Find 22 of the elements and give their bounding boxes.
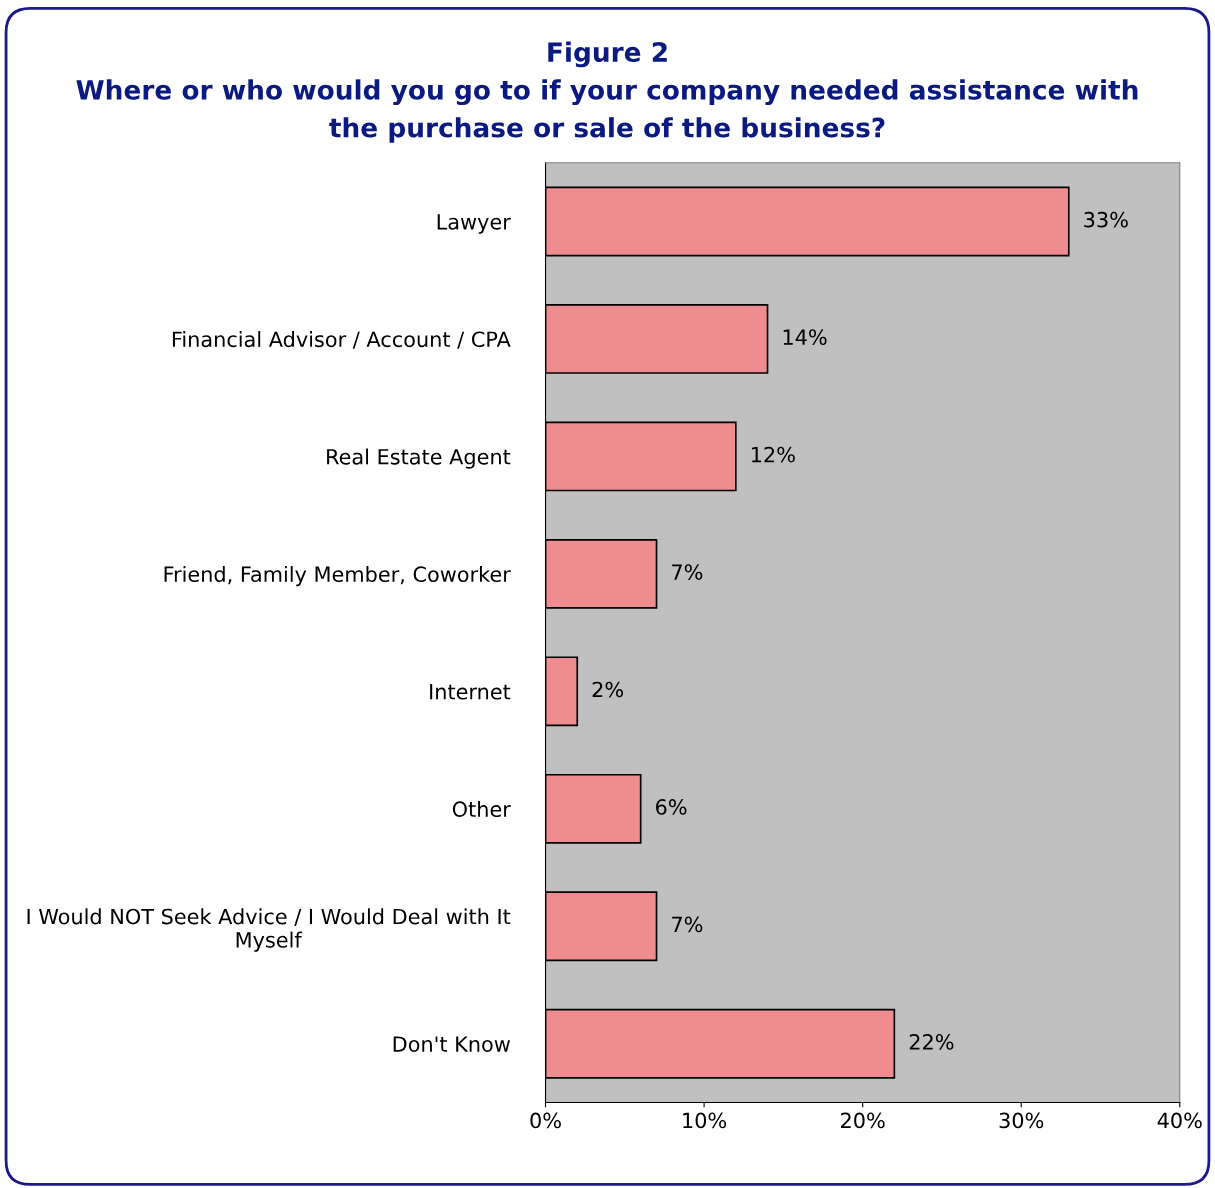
data-label: 14% bbox=[783, 329, 827, 345]
x-tick-label: 10% bbox=[683, 1112, 727, 1129]
x-tick-label: 20% bbox=[841, 1112, 885, 1129]
y-tick-label: Lawyer bbox=[437, 214, 511, 234]
x-tick-label: 30% bbox=[999, 1112, 1044, 1129]
data-label: 33% bbox=[1084, 211, 1128, 228]
y-tick-label: Other bbox=[452, 800, 511, 818]
data-label: 2% bbox=[592, 681, 624, 698]
data-label: 6% bbox=[656, 799, 687, 815]
data-label: 7% bbox=[672, 564, 703, 580]
data-label: 12% bbox=[751, 446, 795, 463]
y-tick-label: Financial Advisor / Account / CPA bbox=[172, 331, 511, 349]
chart-title: Figure 2 Where or who would you go to if your company needed assistance with the purchase or sale of the business? bbox=[76, 41, 1138, 143]
y-tick-label: Real Estate Agent bbox=[327, 448, 511, 469]
data-label: 22% bbox=[909, 1034, 954, 1050]
y-tick-label: I Would NOT Seek Advice / I Would Deal with It Myself bbox=[27, 908, 511, 952]
y-tick-label: Friend, Family Member, Coworker bbox=[164, 565, 511, 587]
x-tick-label: 0% bbox=[530, 1112, 561, 1129]
y-tick-label: Don't Know bbox=[393, 1036, 510, 1052]
x-tick-label: 40% bbox=[1157, 1112, 1202, 1129]
data-label: 7% bbox=[672, 916, 703, 933]
y-tick-label: Internet bbox=[430, 684, 511, 700]
